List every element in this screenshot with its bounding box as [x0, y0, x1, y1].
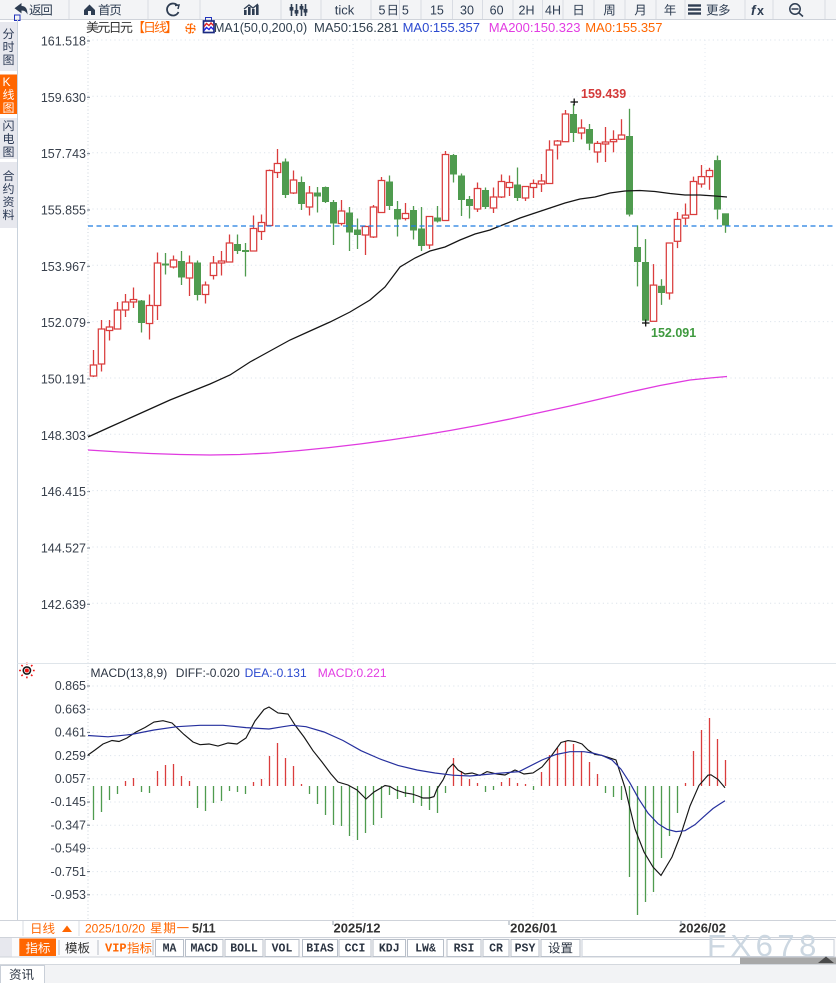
svg-text:2026/02: 2026/02	[679, 921, 726, 936]
svg-text:-0.953: -0.953	[51, 888, 86, 902]
svg-text:f: f	[751, 3, 757, 18]
svg-text:-0.549: -0.549	[51, 842, 86, 856]
svg-text:PSY: PSY	[515, 943, 536, 956]
svg-text:4H: 4H	[545, 4, 561, 18]
svg-text:K: K	[3, 75, 11, 89]
svg-text:BIAS: BIAS	[306, 943, 334, 956]
svg-text:MA0:155.357: MA0:155.357	[403, 20, 480, 35]
svg-text:148.303: 148.303	[41, 429, 86, 443]
svg-text:-0.145: -0.145	[51, 795, 86, 809]
svg-text:2026/01: 2026/01	[510, 921, 557, 936]
svg-text:MA50:156.281: MA50:156.281	[314, 20, 399, 35]
svg-text:146.415: 146.415	[41, 485, 86, 499]
svg-text:CCI: CCI	[345, 943, 366, 956]
svg-text:159.630: 159.630	[41, 91, 86, 105]
svg-text:VOL: VOL	[272, 943, 293, 956]
svg-text:DIFF:-0.020: DIFF:-0.020	[176, 666, 240, 680]
svg-text:LW&: LW&	[415, 943, 436, 956]
svg-text:BOLL: BOLL	[230, 943, 258, 956]
svg-text:CR: CR	[489, 943, 503, 956]
svg-text:2025/12: 2025/12	[334, 921, 381, 936]
svg-text:152.091: 152.091	[651, 326, 696, 340]
svg-text:DEA:-0.131: DEA:-0.131	[245, 666, 307, 680]
svg-text:0.663: 0.663	[55, 702, 86, 716]
svg-text:0.057: 0.057	[55, 772, 86, 786]
svg-text:30: 30	[460, 4, 474, 18]
svg-text:MA200:150.323: MA200:150.323	[489, 20, 581, 35]
svg-text:144.527: 144.527	[41, 542, 86, 556]
svg-text:0.865: 0.865	[55, 679, 86, 693]
svg-text:MA: MA	[163, 943, 177, 956]
svg-text:2025/10/20: 2025/10/20	[85, 922, 145, 936]
svg-text:5: 5	[379, 4, 386, 18]
svg-text:15: 15	[430, 4, 444, 18]
svg-text:KDJ: KDJ	[379, 943, 400, 956]
svg-text:RSI: RSI	[454, 943, 475, 956]
svg-text:5: 5	[402, 4, 409, 18]
svg-text:0.461: 0.461	[55, 726, 86, 740]
svg-text:2H: 2H	[519, 4, 535, 18]
svg-text:MACD: MACD	[190, 943, 218, 956]
svg-text:0.259: 0.259	[55, 749, 86, 763]
svg-text:MA0:155.357: MA0:155.357	[585, 20, 662, 35]
svg-text:-0.347: -0.347	[51, 818, 86, 832]
svg-text:155.855: 155.855	[41, 204, 86, 218]
svg-text:161.518: 161.518	[41, 35, 86, 49]
svg-text:-0.751: -0.751	[51, 865, 86, 879]
svg-text:153.967: 153.967	[41, 260, 86, 274]
svg-text:5/11: 5/11	[192, 922, 216, 936]
svg-text:FX678: FX678	[707, 928, 821, 963]
svg-text:MA1(50,0,200,0): MA1(50,0,200,0)	[214, 21, 307, 35]
svg-text:159.439: 159.439	[581, 87, 626, 101]
svg-text:142.639: 142.639	[41, 598, 86, 612]
svg-text:tick: tick	[335, 3, 355, 18]
svg-text:157.743: 157.743	[41, 147, 86, 161]
svg-text:MACD:0.221: MACD:0.221	[318, 666, 387, 680]
svg-text:60: 60	[490, 4, 504, 18]
svg-text:VIP: VIP	[105, 942, 127, 956]
svg-text:x: x	[757, 4, 764, 18]
svg-text:MACD(13,8,9): MACD(13,8,9)	[91, 666, 168, 680]
svg-text:150.191: 150.191	[41, 373, 86, 387]
svg-text:152.079: 152.079	[41, 316, 86, 330]
